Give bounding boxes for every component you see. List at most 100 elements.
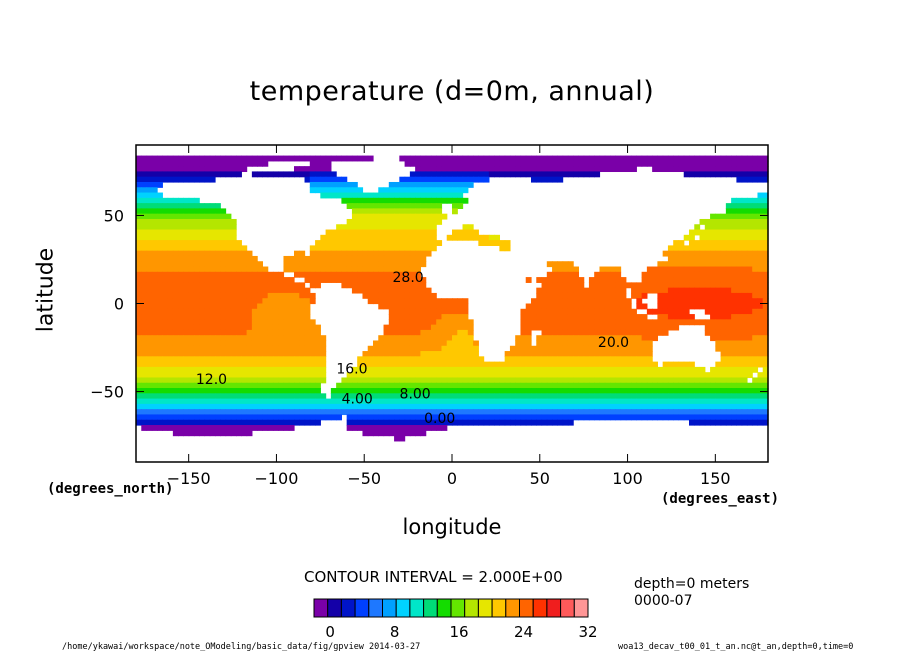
sst-cell (731, 414, 737, 421)
sst-cell (494, 160, 500, 167)
sst-cell (641, 409, 648, 416)
sst-cell (367, 197, 374, 204)
sst-cell (220, 430, 227, 437)
sst-cell (267, 282, 274, 289)
sst-cell (583, 351, 590, 357)
sst-cell (673, 245, 680, 252)
sst-cell (452, 403, 458, 410)
sst-cell (204, 303, 211, 310)
sst-cell (731, 208, 737, 215)
sst-cell (288, 171, 295, 178)
sst-cell (578, 155, 585, 162)
sst-cell (367, 409, 374, 416)
sst-cell (446, 234, 453, 241)
sst-cell (178, 372, 184, 379)
sst-cell (378, 398, 385, 405)
sst-cell (546, 303, 553, 310)
sst-cell (573, 171, 579, 178)
colorbar-swatch (395, 598, 411, 618)
sst-cell (183, 287, 190, 294)
sst-cell (757, 240, 764, 246)
sst-cell (157, 240, 163, 246)
sst-cell (346, 234, 353, 241)
sst-cell (594, 335, 601, 342)
sst-cell (652, 266, 658, 273)
sst-cell (151, 271, 158, 278)
sst-cell (336, 155, 342, 162)
sst-cell (167, 171, 174, 178)
sst-cell (604, 271, 611, 278)
sst-cell (667, 303, 674, 310)
sst-cell (373, 340, 379, 347)
sst-cell (531, 372, 537, 379)
sst-cell (404, 234, 411, 241)
sst-cell (330, 255, 337, 262)
sst-cell (146, 171, 153, 178)
sst-cell (683, 361, 690, 368)
sst-cell (141, 319, 148, 326)
sst-cell (357, 197, 364, 204)
sst-cell (193, 208, 200, 215)
sst-cell (641, 366, 648, 373)
sst-cell (357, 218, 364, 225)
sst-cell (425, 240, 432, 246)
sst-cell (299, 419, 306, 426)
sst-cell (357, 372, 364, 379)
sst-cell (620, 298, 627, 305)
sst-cell (357, 208, 364, 215)
sst-cell (157, 203, 163, 209)
sst-cell (752, 377, 759, 384)
sst-cell (404, 218, 411, 225)
sst-cell (362, 197, 369, 204)
sst-cell (215, 329, 221, 336)
sst-cell (531, 171, 537, 178)
sst-cell (425, 298, 432, 305)
sst-cell (283, 372, 290, 379)
sst-cell (315, 166, 321, 173)
sst-cell (362, 277, 369, 283)
sst-cell (288, 308, 295, 315)
sst-cell (662, 298, 669, 305)
sst-cell (446, 414, 453, 421)
sst-cell (230, 255, 237, 262)
sst-cell (536, 171, 543, 178)
sst-cell (567, 419, 574, 426)
sst-cell (225, 403, 232, 410)
sst-cell (315, 277, 321, 283)
sst-cell (299, 366, 306, 373)
sst-cell (636, 377, 643, 384)
sst-cell (430, 303, 437, 310)
sst-cell (157, 234, 163, 241)
sst-cell (193, 403, 200, 410)
sst-cell (762, 361, 769, 368)
sst-cell (678, 261, 685, 268)
sst-cell (136, 340, 142, 347)
sst-cell (257, 382, 263, 389)
sst-cell (283, 314, 290, 320)
sst-cell (409, 287, 416, 294)
sst-cell (378, 282, 385, 289)
sst-cell (288, 398, 295, 405)
sst-cell (246, 356, 253, 363)
sst-cell (557, 361, 564, 368)
sst-cell (731, 197, 737, 204)
sst-cell (388, 308, 395, 315)
sst-cell (604, 324, 611, 331)
sst-cell (241, 382, 248, 389)
sst-cell (741, 351, 748, 357)
sst-cell (478, 240, 485, 246)
sst-cell (209, 335, 216, 342)
sst-cell (267, 377, 274, 384)
sst-cell (415, 176, 421, 183)
sst-cell (357, 240, 364, 246)
sst-cell (752, 171, 759, 178)
sst-cell (741, 419, 748, 426)
sst-cell (383, 187, 390, 194)
sst-cell (615, 271, 622, 278)
sst-cell (272, 292, 279, 299)
sst-cell (441, 366, 448, 373)
sst-cell (162, 197, 169, 204)
sst-cell (436, 324, 443, 331)
sst-cell (536, 160, 543, 167)
sst-cell (741, 308, 748, 315)
